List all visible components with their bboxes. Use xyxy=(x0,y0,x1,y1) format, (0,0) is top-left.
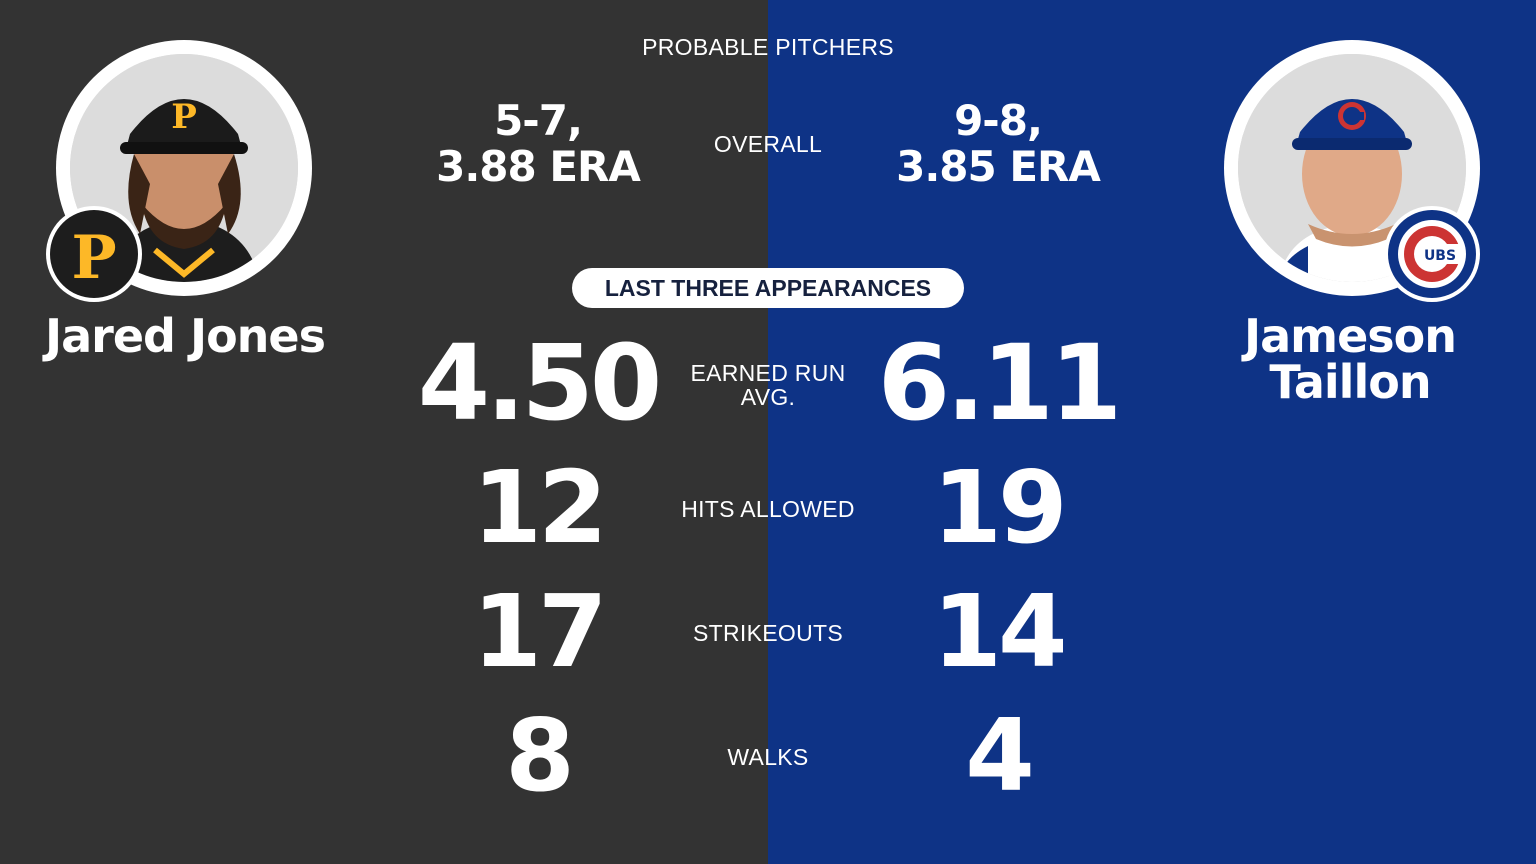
era-label: EARNED RUN AVG. xyxy=(690,360,846,410)
hits-label: HITS ALLOWED xyxy=(681,496,855,522)
pirates-p-logo-icon: P xyxy=(50,210,138,298)
home-overall: 9-8, 3.85 ERA xyxy=(848,98,1148,190)
home-overall-era: 3.85 ERA xyxy=(896,142,1101,191)
svg-text:UBS: UBS xyxy=(1424,248,1456,264)
away-walks-value: 8 xyxy=(505,697,575,814)
home-player-name-first: Jameson xyxy=(1243,309,1457,363)
svg-text:P: P xyxy=(171,97,197,137)
home-strikeouts-value: 14 xyxy=(932,573,1067,690)
away-hits-value: 12 xyxy=(472,449,607,566)
home-walks-value: 4 xyxy=(965,697,1035,814)
home-era-value: 6.11 xyxy=(877,322,1123,444)
cubs-logo-icon: UBS xyxy=(1388,210,1476,298)
away-era-value: 4.50 xyxy=(417,322,663,444)
away-strikeouts-value: 17 xyxy=(472,573,607,690)
page-title: PROBABLE PITCHERS xyxy=(642,34,894,60)
away-overall-record: 5-7, xyxy=(494,96,583,145)
home-overall-record: 9-8, xyxy=(954,96,1043,145)
away-overall: 5-7, 3.88 ERA xyxy=(388,98,688,190)
last-three-appearances-pill: LAST THREE APPEARANCES xyxy=(572,268,964,308)
strikeouts-label: STRIKEOUTS xyxy=(693,620,843,646)
home-hits-value: 19 xyxy=(932,449,1067,566)
cubs-logo-badge: UBS xyxy=(1384,206,1480,302)
away-player-name: Jared Jones xyxy=(44,309,326,363)
pirates-logo-badge: P xyxy=(46,206,142,302)
away-overall-era: 3.88 ERA xyxy=(436,142,641,191)
home-player-name-last: Taillon xyxy=(1269,355,1431,409)
home-player-name: Jameson Taillon xyxy=(1190,313,1510,405)
overall-label: OVERALL xyxy=(713,131,823,157)
svg-text:P: P xyxy=(71,223,116,293)
walks-label: WALKS xyxy=(727,744,809,770)
